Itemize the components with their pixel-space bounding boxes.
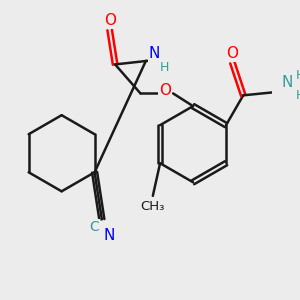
Text: O: O	[226, 46, 238, 61]
Text: O: O	[104, 14, 116, 28]
Text: CH₃: CH₃	[141, 200, 165, 213]
Text: N: N	[281, 75, 292, 90]
Text: H: H	[159, 61, 169, 74]
Text: H: H	[296, 89, 300, 102]
Text: H: H	[296, 69, 300, 82]
Text: C: C	[90, 220, 100, 234]
Text: N: N	[148, 46, 160, 61]
Text: O: O	[159, 83, 171, 98]
Text: N: N	[103, 228, 115, 243]
